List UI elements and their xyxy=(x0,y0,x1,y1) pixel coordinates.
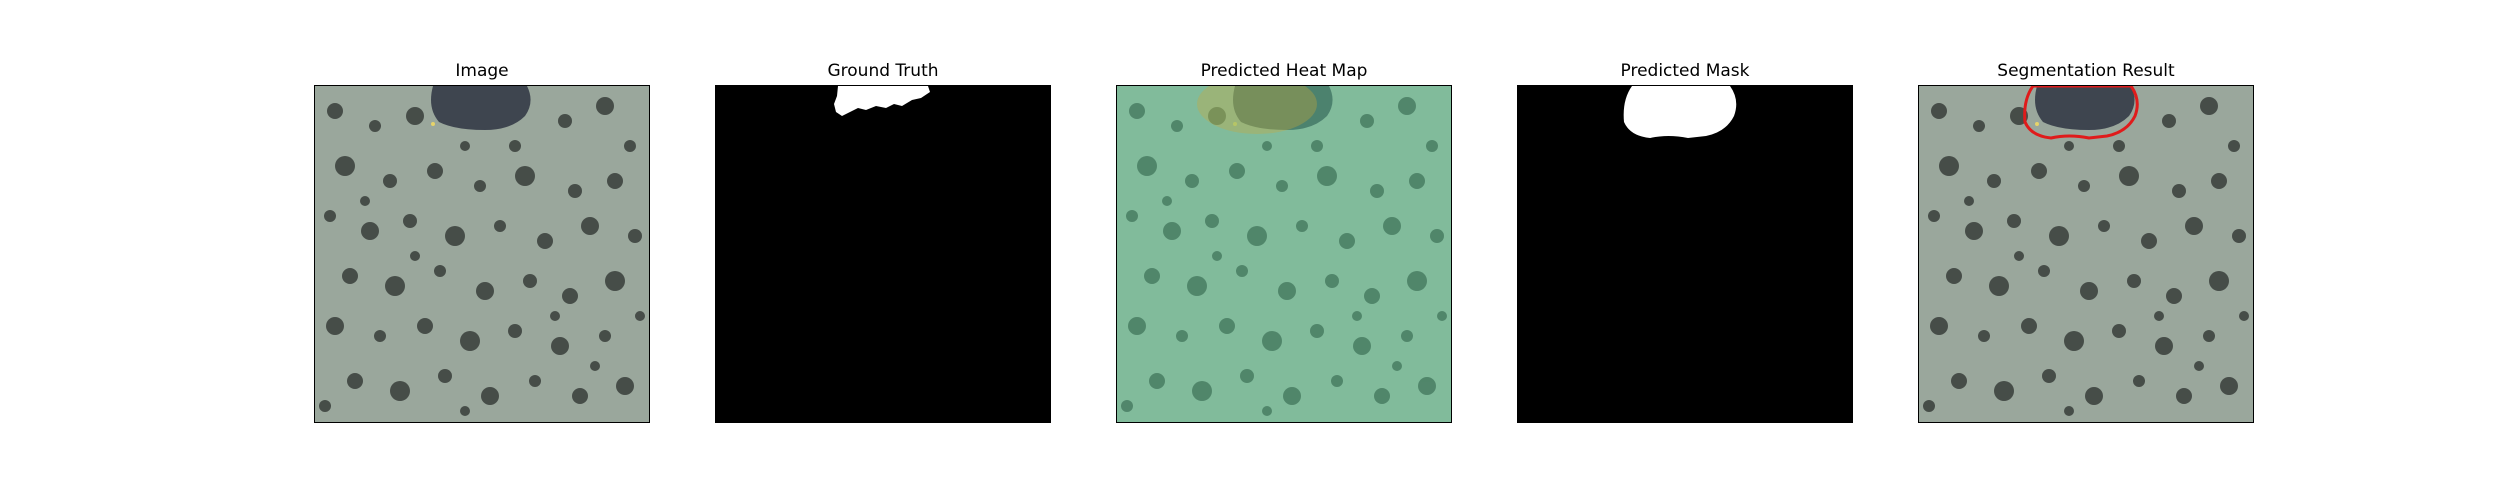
heat-map xyxy=(1117,86,1451,422)
predicted-mask-frame xyxy=(1517,85,1853,423)
panel-title-ground-truth: Ground Truth xyxy=(827,61,939,81)
predicted-region xyxy=(1623,86,1737,138)
panel-title-segmentation-result: Segmentation Result xyxy=(1997,61,2175,81)
image-texture xyxy=(315,86,649,422)
image-frame xyxy=(314,85,650,423)
heat-map-frame xyxy=(1116,85,1452,423)
segmentation-result xyxy=(1919,86,2253,422)
heat-hotspot xyxy=(1197,86,1317,134)
ground-truth-region xyxy=(834,86,930,116)
ground-truth-mask xyxy=(716,86,1050,422)
panel-title-image: Image xyxy=(455,61,509,81)
ground-truth-frame xyxy=(715,85,1051,423)
panel-title-heat-map: Predicted Heat Map xyxy=(1200,61,1368,81)
predicted-mask xyxy=(1518,86,1852,422)
segmentation-contour xyxy=(2023,86,2139,140)
segmentation-frame xyxy=(1918,85,2254,423)
panel-title-predicted-mask: Predicted Mask xyxy=(1620,61,1750,81)
